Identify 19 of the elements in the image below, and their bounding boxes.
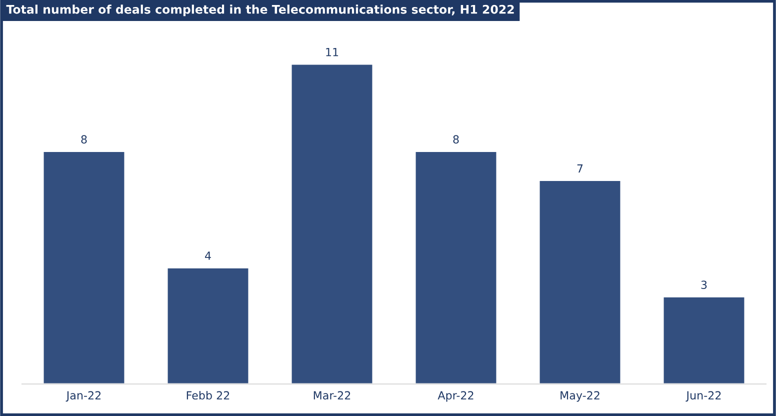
data-label: 11 xyxy=(326,48,338,56)
bar xyxy=(166,266,250,384)
data-label: 4 xyxy=(205,252,211,260)
x-tick-label: Jun-22 xyxy=(686,391,721,402)
x-tick-label: Mar-22 xyxy=(314,391,350,400)
x-tick-label: Apr-22 xyxy=(438,391,474,402)
chart-title: Total number of deals completed in the Telecommunications sector, H1 2022 xyxy=(6,4,514,16)
data-label: 7 xyxy=(577,164,583,172)
data-label: 3 xyxy=(701,280,707,290)
bar xyxy=(662,296,746,384)
data-label: 8 xyxy=(81,135,87,144)
data-label: 8 xyxy=(453,135,459,144)
bar xyxy=(414,150,498,384)
bar xyxy=(42,150,126,384)
x-tick-label: May-22 xyxy=(560,391,600,402)
bar xyxy=(538,180,622,384)
x-tick-label: Febb 22 xyxy=(186,390,230,400)
x-tick-label: Jan-22 xyxy=(66,391,101,402)
bar xyxy=(290,63,374,384)
